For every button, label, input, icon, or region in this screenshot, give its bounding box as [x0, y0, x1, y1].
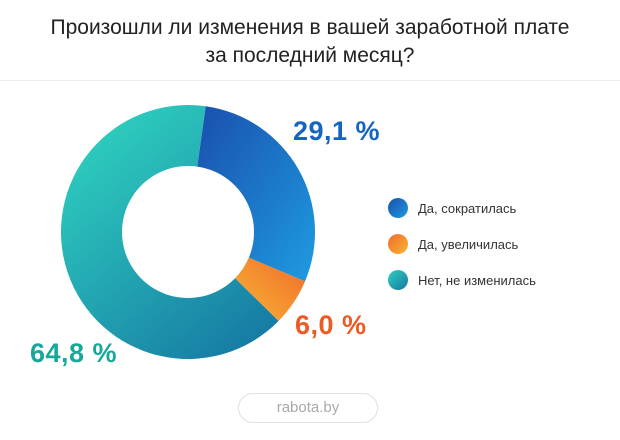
legend-label-increased: Да, увеличилась [418, 236, 519, 252]
slice-unchanged [60, 104, 279, 360]
legend-swatch-decreased [388, 198, 408, 218]
legend-swatch-increased [388, 234, 408, 254]
source-badge: rabota.by [238, 393, 378, 423]
legend-label-decreased: Да, сократилась [418, 200, 517, 216]
chart-title-line-2: за последний месяц? [205, 44, 415, 67]
pct-label-unchanged: 64,8 % [30, 338, 118, 368]
legend-label-unchanged: Нет, не изменилась [418, 272, 536, 288]
title-divider [0, 80, 620, 81]
slice-increased [235, 257, 306, 322]
legend: Да, сократилась Да, увеличилась Нет, не … [388, 197, 536, 291]
slice-decreased [197, 106, 315, 282]
legend-swatch-unchanged [388, 270, 408, 290]
legend-item-decreased: Да, сократилась [388, 197, 536, 219]
legend-item-increased: Да, увеличилась [388, 233, 536, 255]
legend-item-unchanged: Нет, не изменилась [388, 269, 536, 291]
pct-label-decreased: 29,1 % [293, 116, 381, 146]
pct-label-increased: 6,0 % [295, 310, 367, 340]
chart-title-line-1: Произошли ли изменения в вашей заработно… [50, 16, 570, 39]
chart-title: Произошли ли изменения в вашей заработно… [0, 14, 620, 70]
